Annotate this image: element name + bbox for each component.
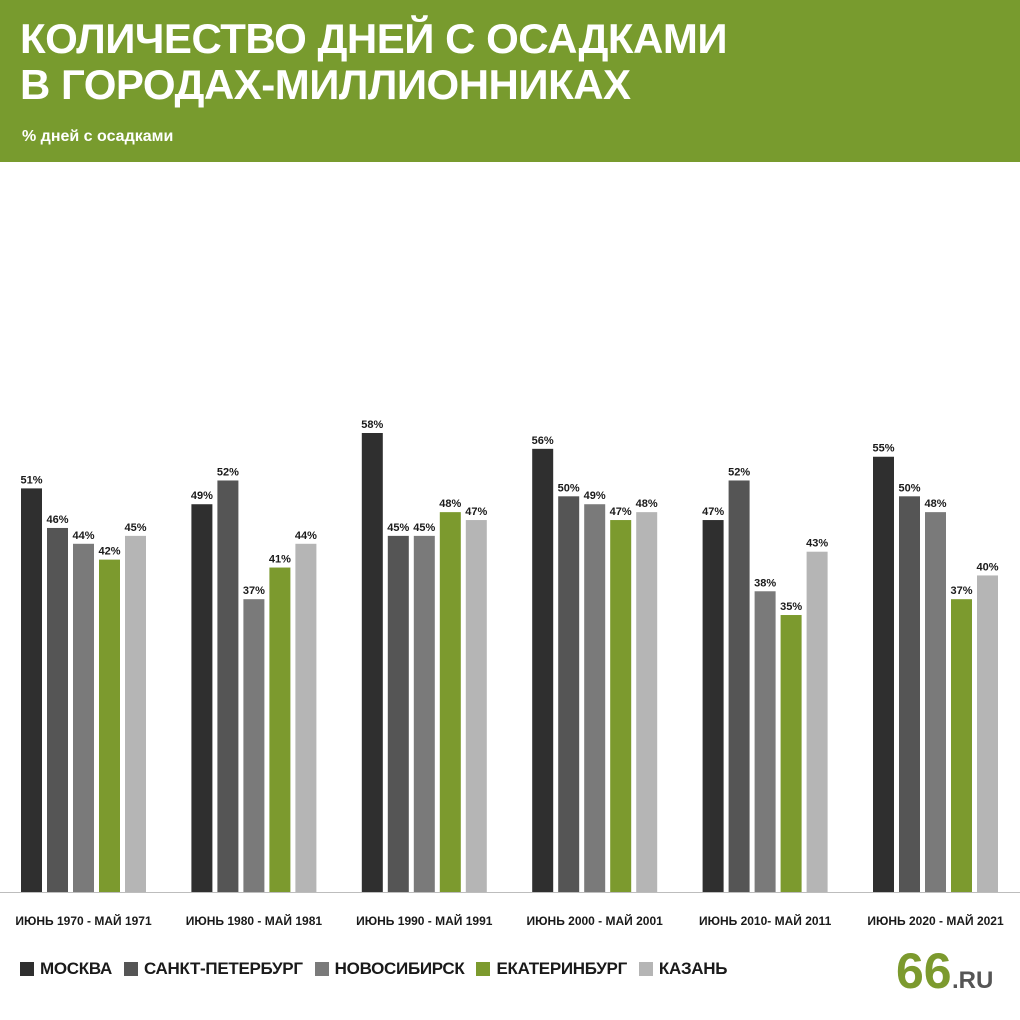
bar bbox=[295, 543, 317, 892]
data-label: 38% bbox=[754, 577, 776, 589]
legend-item: ЕКАТЕРИНБУРГ bbox=[476, 959, 627, 979]
bar bbox=[99, 559, 120, 892]
bar bbox=[899, 496, 920, 892]
data-label: 51% bbox=[20, 474, 42, 486]
data-label: 56% bbox=[532, 435, 554, 447]
data-label: 43% bbox=[806, 538, 828, 550]
data-label: 58% bbox=[361, 419, 383, 431]
bar-chart: 51% 46% 44% 42% 45% ИЮНЬ 1970 - МАЙ 1971 49% 52… bbox=[0, 419, 1020, 928]
bar bbox=[532, 448, 554, 892]
data-label: 50% bbox=[558, 482, 580, 494]
bar bbox=[806, 551, 828, 892]
legend-label: САНКТ-ПЕТЕРБУРГ bbox=[143, 959, 303, 978]
x-tick-label: ИЮНЬ 1970 - МАЙ 1971 bbox=[15, 913, 152, 928]
data-label: 45% bbox=[387, 522, 409, 534]
bar bbox=[125, 535, 146, 892]
bar bbox=[977, 575, 998, 892]
data-label: 41% bbox=[269, 554, 291, 566]
header-banner: КОЛИЧЕСТВО ДНЕЙ С ОСАДКАМИ В ГОРОДАХ-МИЛ… bbox=[0, 0, 1020, 162]
bar bbox=[217, 480, 239, 892]
chart-legend: МОСКВА САНКТ-ПЕТЕРБУРГ НОВОСИБИРСК ЕКАТЕРИН… bbox=[20, 956, 739, 982]
bar bbox=[361, 433, 383, 892]
data-label: 45% bbox=[124, 522, 146, 534]
x-tick-label: ИЮНЬ 2000 - МАЙ 2001 bbox=[527, 913, 664, 928]
chart-subtitle: % дней с осадками bbox=[22, 128, 174, 145]
legend-label: МОСКВА bbox=[40, 959, 112, 978]
bar bbox=[413, 535, 435, 892]
chart-title: КОЛИЧЕСТВО ДНЕЙ С ОСАДКАМИ В ГОРОДАХ-МИЛ… bbox=[20, 16, 1000, 108]
bar bbox=[754, 591, 776, 892]
data-label: 45% bbox=[413, 522, 435, 534]
bar bbox=[584, 504, 606, 892]
data-label: 40% bbox=[976, 561, 998, 573]
x-tick-label: ИЮНЬ 2020 - МАЙ 2021 bbox=[867, 913, 1004, 928]
data-label: 44% bbox=[72, 530, 94, 542]
logo-suffix: .RU bbox=[952, 967, 993, 994]
legend-swatch bbox=[476, 962, 491, 976]
bar bbox=[702, 520, 724, 892]
data-label: 48% bbox=[636, 498, 658, 510]
data-label: 35% bbox=[780, 601, 802, 613]
bar bbox=[21, 488, 42, 892]
legend-label: НОВОСИБИРСК bbox=[334, 959, 465, 978]
data-label: 49% bbox=[584, 490, 606, 502]
bar bbox=[73, 543, 94, 892]
data-label: 37% bbox=[243, 585, 265, 597]
data-label: 47% bbox=[702, 506, 724, 518]
bar bbox=[610, 520, 632, 892]
legend-swatch bbox=[123, 962, 138, 976]
logo-number: 66 bbox=[896, 948, 952, 998]
x-tick-label: ИЮНЬ 1980 - МАЙ 1981 bbox=[186, 913, 323, 928]
title-line-1: КОЛИЧЕСТВО ДНЕЙ С ОСАДКАМИ bbox=[20, 15, 728, 62]
bar bbox=[465, 520, 487, 892]
title-line-2: В ГОРОДАХ-МИЛЛИОННИКАХ bbox=[20, 61, 631, 108]
data-label: 48% bbox=[924, 498, 946, 510]
legend-swatch bbox=[638, 962, 653, 976]
data-label: 49% bbox=[191, 490, 213, 502]
bar bbox=[243, 599, 265, 892]
x-tick-label: ИЮНЬ 2010- МАЙ 2011 bbox=[699, 913, 832, 928]
legend-item: НОВОСИБИРСК bbox=[314, 959, 465, 979]
bar bbox=[191, 504, 213, 892]
legend-label: КАЗАНЬ bbox=[658, 959, 728, 978]
legend-swatch bbox=[314, 962, 329, 976]
x-tick-label: ИЮНЬ 1990 - МАЙ 1991 bbox=[356, 913, 493, 928]
bar bbox=[47, 527, 68, 892]
data-label: 37% bbox=[950, 585, 972, 597]
data-label: 55% bbox=[872, 443, 894, 455]
bar bbox=[636, 512, 658, 892]
bar bbox=[387, 535, 409, 892]
bar bbox=[925, 512, 946, 892]
bar bbox=[439, 512, 461, 892]
data-label: 52% bbox=[728, 466, 750, 478]
data-label: 52% bbox=[217, 466, 239, 478]
data-label: 48% bbox=[439, 498, 461, 510]
bar bbox=[951, 599, 972, 892]
legend-item: КАЗАНЬ bbox=[638, 959, 728, 979]
data-label: 47% bbox=[465, 506, 487, 518]
bar bbox=[558, 496, 580, 892]
bar bbox=[780, 615, 802, 892]
data-label: 47% bbox=[610, 506, 632, 518]
bar bbox=[269, 567, 291, 892]
data-label: 50% bbox=[898, 482, 920, 494]
bar bbox=[873, 456, 894, 892]
data-label: 44% bbox=[295, 530, 317, 542]
legend-swatch bbox=[20, 962, 34, 976]
legend-item: САНКТ-ПЕТЕРБУРГ bbox=[123, 959, 303, 979]
data-label: 46% bbox=[46, 514, 68, 526]
legend-item: МОСКВА bbox=[20, 959, 112, 979]
66-ru-logo-icon: 66 .RU bbox=[896, 948, 993, 998]
bar bbox=[728, 480, 750, 892]
data-label: 42% bbox=[98, 546, 120, 558]
legend-label: ЕКАТЕРИНБУРГ bbox=[496, 959, 627, 978]
